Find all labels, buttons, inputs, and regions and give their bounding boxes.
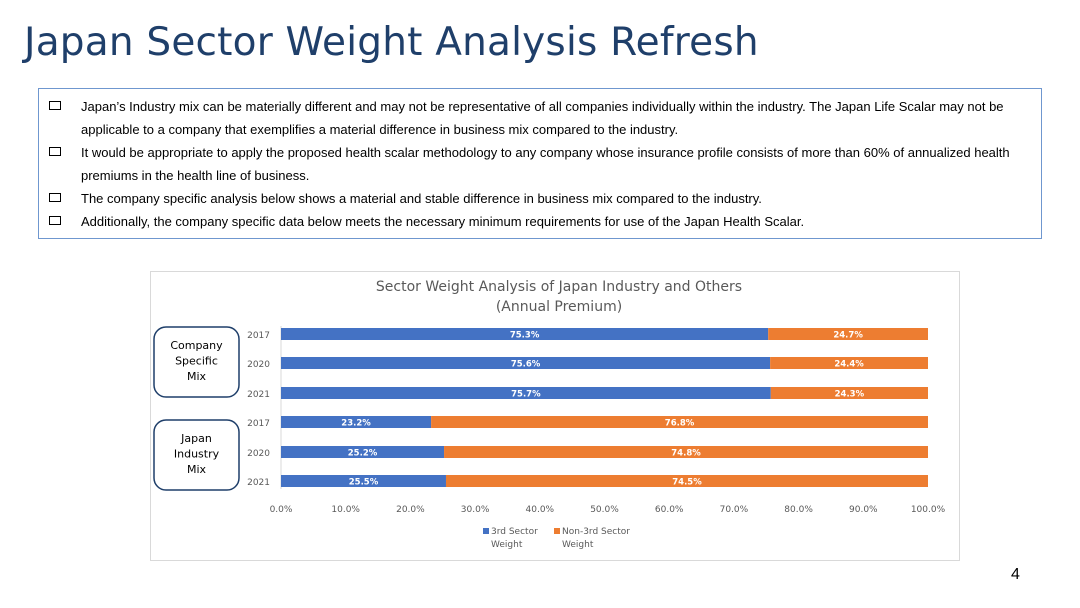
data-label-third-sector: 75.6%	[511, 360, 541, 370]
data-label-non-third-sector: 24.4%	[834, 360, 864, 370]
bullet-item: Japan’s Industry mix can be materially d…	[49, 95, 1033, 141]
data-label-non-third-sector: 74.8%	[671, 449, 701, 459]
bar-third-sector	[281, 328, 769, 340]
x-tick-label: 40.0%	[526, 505, 555, 515]
page-number: 4	[1011, 566, 1020, 583]
legend-label: 3rd Sector	[491, 527, 538, 537]
x-tick-label: 0.0%	[270, 505, 293, 515]
bullet-item: The company specific analysis below show…	[49, 187, 1033, 210]
x-tick-label: 20.0%	[396, 505, 425, 515]
x-tick-label: 70.0%	[720, 505, 749, 515]
legend-label: Weight	[491, 540, 523, 550]
chart-subtitle: (Annual Premium)	[496, 299, 622, 315]
bar-non-third-sector	[444, 446, 928, 458]
chart-title: Sector Weight Analysis of Japan Industry…	[376, 279, 742, 295]
y-tick-label: 2020	[247, 360, 270, 370]
data-label-third-sector: 75.7%	[511, 390, 541, 400]
bullet-item: Additionally, the company specific data …	[49, 210, 1033, 233]
checkbox-bullet-icon	[49, 193, 61, 202]
y-tick-label: 2021	[247, 478, 270, 488]
y-tick-label: 2020	[247, 449, 270, 459]
slide-title: Japan Sector Weight Analysis Refresh	[24, 20, 759, 65]
bar-non-third-sector	[770, 357, 928, 369]
bar-third-sector	[281, 416, 432, 428]
bar-non-third-sector	[445, 475, 928, 487]
group-label-text: Mix	[187, 370, 207, 383]
data-label-third-sector: 25.2%	[348, 449, 378, 459]
bullet-text: Additionally, the company specific data …	[81, 214, 805, 229]
chart-canvas: Sector Weight Analysis of Japan Industry…	[153, 279, 946, 550]
y-tick-label: 2017	[247, 419, 270, 429]
legend-label: Non-3rd Sector	[562, 527, 630, 537]
y-tick-label: 2021	[247, 390, 270, 400]
x-tick-label: 100.0%	[911, 505, 946, 515]
bullet-text: It would be appropriate to apply the pro…	[81, 145, 1010, 183]
bullet-text: The company specific analysis below show…	[81, 191, 762, 206]
group-label-text: Specific	[175, 355, 218, 368]
group-label-text: Company	[170, 339, 223, 352]
data-label-non-third-sector: 24.7%	[833, 331, 863, 341]
data-label-third-sector: 75.3%	[510, 331, 540, 341]
group-label-box	[153, 419, 240, 491]
group-label-text: Mix	[187, 463, 207, 476]
bar-third-sector	[281, 357, 771, 369]
bullet-text: Japan’s Industry mix can be materially d…	[81, 99, 1004, 137]
bar-third-sector	[281, 446, 445, 458]
bar-third-sector	[281, 387, 771, 399]
data-label-non-third-sector: 24.3%	[835, 390, 865, 400]
x-tick-label: 10.0%	[331, 505, 360, 515]
checkbox-bullet-icon	[49, 216, 61, 225]
data-label-third-sector: 23.2%	[341, 419, 371, 429]
checkbox-bullet-icon	[49, 101, 61, 110]
bullet-box: Japan’s Industry mix can be materially d…	[38, 88, 1042, 239]
data-label-non-third-sector: 74.5%	[672, 478, 702, 488]
group-label-text: Industry	[174, 448, 220, 461]
data-label-non-third-sector: 76.8%	[665, 419, 695, 429]
legend-swatch	[483, 528, 489, 534]
bar-non-third-sector	[770, 387, 928, 399]
legend-swatch	[554, 528, 560, 534]
sector-weight-chart: Sector Weight Analysis of Japan Industry…	[150, 271, 960, 561]
x-tick-label: 80.0%	[784, 505, 813, 515]
x-tick-label: 50.0%	[590, 505, 619, 515]
bar-third-sector	[281, 475, 446, 487]
y-tick-label: 2017	[247, 331, 270, 341]
group-label-box	[153, 326, 240, 398]
legend-label: Weight	[562, 540, 594, 550]
bullet-item: It would be appropriate to apply the pro…	[49, 141, 1033, 187]
group-label-text: Japan	[180, 432, 212, 445]
checkbox-bullet-icon	[49, 147, 61, 156]
data-label-third-sector: 25.5%	[349, 478, 379, 488]
bar-non-third-sector	[431, 416, 928, 428]
x-tick-label: 30.0%	[461, 505, 490, 515]
x-tick-label: 90.0%	[849, 505, 878, 515]
bar-non-third-sector	[768, 328, 928, 340]
x-tick-label: 60.0%	[655, 505, 684, 515]
